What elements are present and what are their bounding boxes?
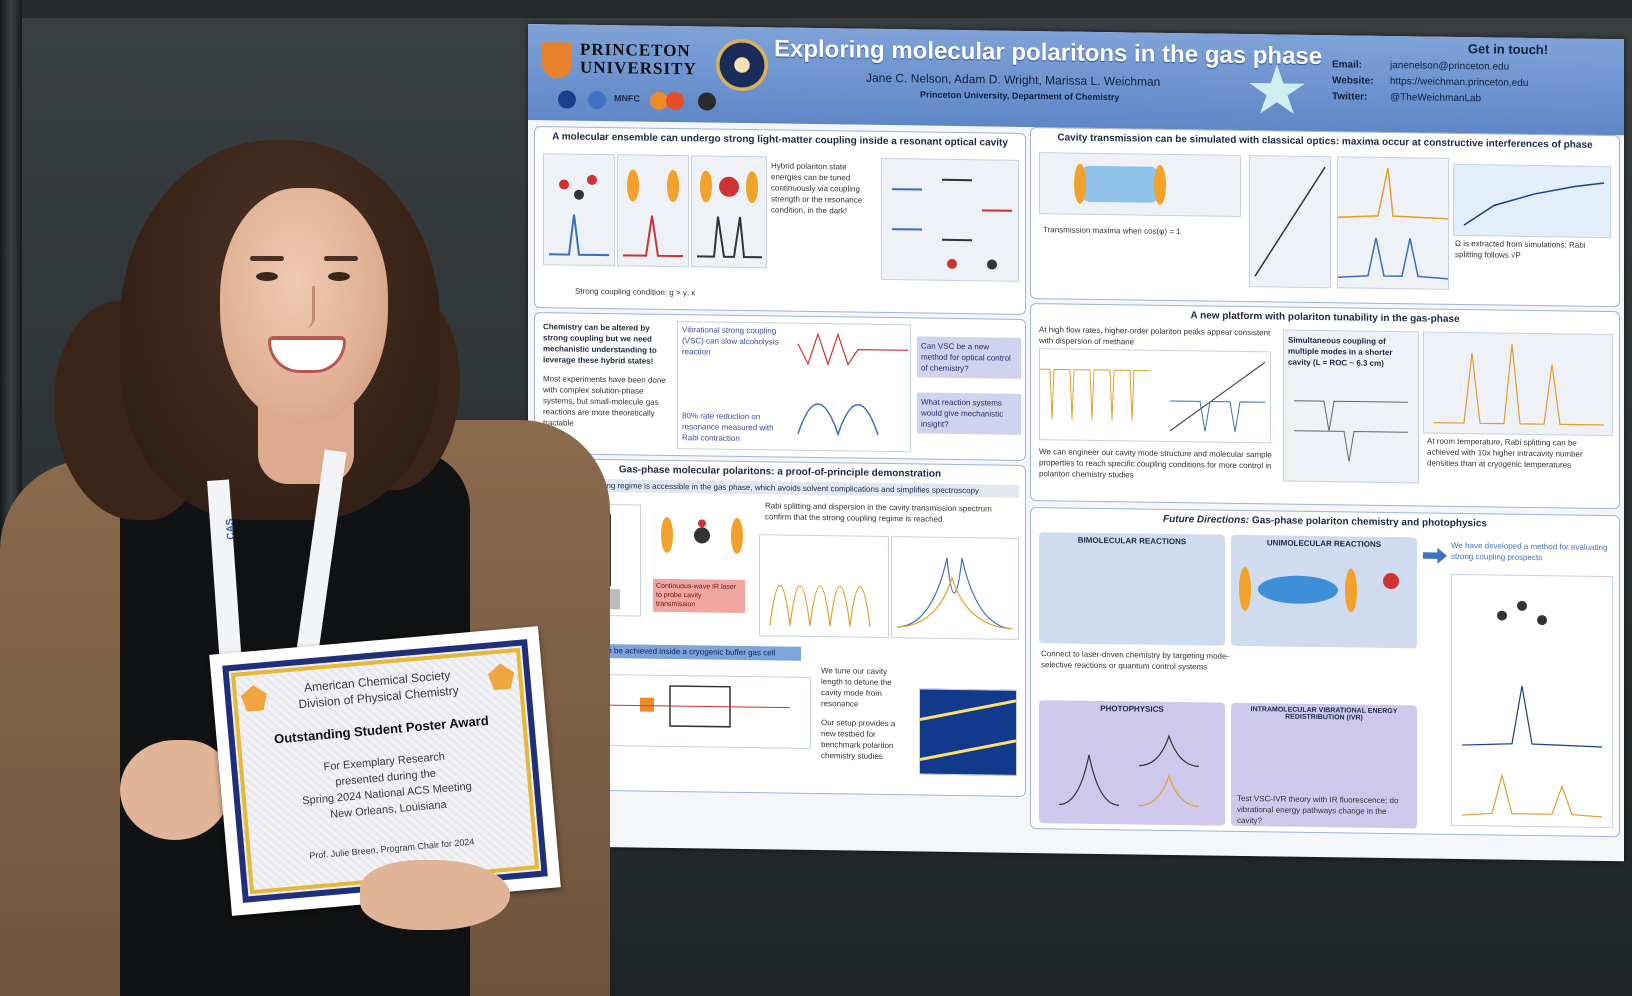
panel-vsc-chemistry: Chemistry can be altered by strong coupl… [534, 312, 1026, 461]
sponsor-logo-icon [698, 92, 716, 111]
eyebrow-right [324, 256, 358, 261]
subpanel-title: UNIMOLECULAR REACTIONS [1266, 538, 1382, 549]
callout-cw-laser: Continuous-wave IR laser to probe cavity… [653, 578, 745, 614]
panel-gas-platform: A new platform with polariton tunability… [1030, 303, 1620, 510]
title-rest: Gas-phase polariton chemistry and photop… [1251, 515, 1487, 530]
panel-text: At room temperature, Rabi splitting can … [1427, 436, 1583, 470]
smile [268, 336, 346, 373]
figure-cavity-molecule [647, 504, 757, 567]
contact-heading: Get in touch! [1467, 41, 1549, 58]
figure-dispersion [759, 534, 889, 639]
poster-authors: Jane C. Nelson, Adam D. Wright, Marissa … [866, 70, 1161, 89]
poster-header: PRINCETON UNIVERSITY MNFC Exploring mole… [528, 24, 1624, 136]
callout-reaction-question: What reaction systems would give mechani… [917, 392, 1021, 435]
sponsor-logo-icon [666, 91, 684, 111]
panel-text: We can engineer our cavity mode structur… [1039, 447, 1272, 480]
research-poster: PRINCETON UNIVERSITY MNFC Exploring mole… [528, 24, 1624, 862]
figure-transmission-spectra [1337, 156, 1449, 290]
subpanel-ivr: INTRAMOLECULAR VIBRATIONAL ENERGY REDIST… [1231, 702, 1417, 829]
figure-rabi-splitting-gas [891, 536, 1019, 640]
contact-list: Email: janenelson@princeton.edu Website: h… [1332, 57, 1622, 109]
certificate-signature: Prof. Julie Breen, Program Chair for 202… [308, 836, 475, 861]
panel-title: Future Directions: Gas-phase polariton c… [1031, 508, 1619, 535]
contact-key: Email: [1332, 59, 1363, 71]
hand-right [360, 860, 510, 930]
panel-side-note: Ω is extracted from simulations; Rabi sp… [1455, 238, 1586, 260]
eye-right [328, 272, 350, 281]
poster-title: Exploring molecular polaritons in the ga… [774, 35, 1323, 71]
callout-vsc-question: Can VSC be a new method for optical cont… [917, 336, 1021, 379]
face [220, 188, 388, 424]
figure-molecular-mode [543, 153, 615, 267]
star-sticker-icon [1248, 64, 1306, 119]
figure-strong-coupling [691, 155, 767, 269]
contact-value: https://weichman.princeton.edu [1390, 76, 1529, 89]
contact-value: @TheWeichmanLab [1390, 92, 1482, 105]
panel-text: Rabi splitting and dispersion in the cav… [765, 501, 992, 524]
panel-text: Hybrid polariton state energies can be t… [771, 161, 863, 216]
contact-key: Website: [1332, 75, 1374, 87]
board-top-frame [0, 0, 1632, 18]
figure-energy-diagram [881, 157, 1019, 282]
panel-text: Our setup provides a new testbed for ben… [821, 718, 896, 761]
lanyard-text: CAS [224, 518, 237, 540]
subpanel-title: PHOTOPHYSICS [1100, 703, 1164, 714]
figure-detuning-map [919, 688, 1017, 776]
panel-cavity-transmission: Cavity transmission can be simulated wit… [1030, 127, 1620, 308]
figure-cavity-optics [1039, 152, 1241, 217]
figure-cavity-mode [617, 154, 689, 268]
figure-rabi-splitting [1453, 163, 1611, 239]
subpanel-title: BIMOLECULAR REACTIONS [1077, 535, 1187, 547]
arrow-right-icon [1423, 547, 1447, 563]
certificate-award: Outstanding Student Poster Award [273, 712, 490, 747]
subpanel-photophysics: PHOTOPHYSICS [1039, 700, 1225, 826]
figure-phase-plot [1249, 155, 1331, 289]
subpanel-unimolecular: UNIMOLECULAR REACTIONS [1231, 534, 1417, 649]
panel-text: Connect to laser-driven chemistry by tar… [1041, 649, 1230, 672]
figure-room-temp-spectra [1423, 331, 1613, 437]
subpanel-bimolecular: BIMOLECULAR REACTIONS [1039, 532, 1225, 646]
panel-text: We have developed a method for evaluatin… [1451, 540, 1608, 563]
figure-alcoholysis: Vibrational strong coupling (VSC) can sl… [677, 321, 911, 453]
panel-text: At high flow rates, higher-order polarit… [1039, 325, 1271, 347]
panel-note: Transmission maxima when cos(φ) = 1 [1043, 225, 1181, 237]
title-lead: Future Directions: [1163, 513, 1250, 527]
contact-key: Twitter: [1332, 91, 1368, 103]
panel-future-directions: Future Directions: Gas-phase polariton c… [1030, 507, 1620, 838]
eye-left [256, 272, 278, 281]
seal-logo-icon [716, 38, 768, 92]
eyebrow-left [250, 256, 284, 261]
figure-multimode: Simultaneous coupling of multiple modes … [1283, 329, 1419, 484]
certificate-border: American Chemical Society Division of Ph… [222, 639, 548, 903]
figure-higher-order-peaks [1039, 348, 1271, 444]
figure-molecule-spectra [1451, 573, 1613, 829]
subpanel-title: INTRAMOLECULAR VIBRATIONAL ENERGY REDIST… [1250, 706, 1398, 722]
hand-left [120, 740, 230, 840]
nose [294, 286, 315, 328]
contact-row: Twitter: @TheWeichmanLab [1332, 89, 1622, 109]
panel-text: We tune our cavity length to detune the … [821, 666, 892, 709]
contact-value: janenelson@princeton.edu [1390, 60, 1510, 73]
poster-affiliation: Princeton University, Department of Chem… [920, 89, 1120, 103]
panel-strong-coupling: A molecular ensemble can undergo strong … [534, 126, 1026, 315]
subpanel-note: Test VSC-IVR theory with IR fluorescence… [1237, 793, 1399, 826]
